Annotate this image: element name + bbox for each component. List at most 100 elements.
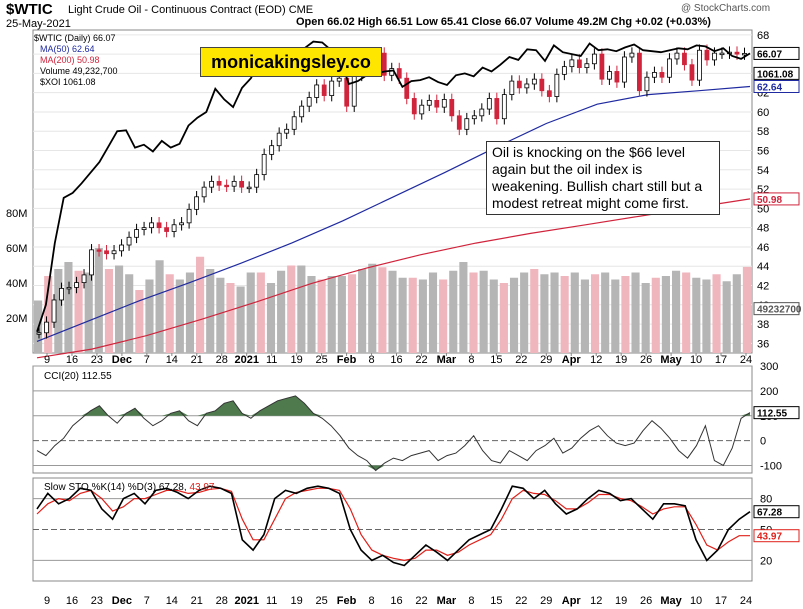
x-axis-label-bottom: Mar: [437, 595, 457, 607]
legend-xoi: $XOI 1061.08: [40, 77, 96, 87]
volume-bar: [358, 269, 367, 353]
x-axis-label-bottom: 17: [715, 595, 727, 607]
candle-body: [276, 132, 282, 147]
x-axis-label: 22: [515, 354, 527, 366]
candle-body: [284, 128, 290, 134]
last-ma200-tag-box: [753, 192, 800, 206]
volume-bar: [347, 274, 357, 353]
candle-body: [479, 108, 485, 117]
candle-body: [494, 98, 500, 120]
candle-body: [321, 84, 327, 96]
volume-bar: [702, 279, 711, 353]
legend-sto-d: 43.97: [189, 482, 215, 493]
volume-bar: [266, 283, 276, 353]
volume-bar: [398, 277, 407, 353]
x-axis-label: 26: [640, 354, 652, 366]
x-axis-label: 19: [615, 354, 627, 366]
x-axis-label: 25: [315, 354, 327, 366]
price-candles: [36, 44, 747, 339]
x-axis-label: 21: [191, 354, 203, 366]
volume-bar: [439, 279, 448, 353]
candle-body: [486, 98, 492, 110]
candle-body: [89, 249, 94, 276]
last-sto-d-tag-box: [753, 529, 800, 543]
candle-body: [149, 222, 154, 229]
candle-body: [659, 72, 665, 78]
price-axis-tick: 56: [757, 146, 769, 158]
last-cci-tag: 112.55: [757, 409, 787, 420]
volume-bar: [155, 260, 164, 353]
cci-axis-tick: 200: [760, 386, 778, 398]
volume-bar: [287, 265, 296, 353]
x-axis-label: 23: [91, 354, 103, 366]
x-axis-label-bottom: 2021: [234, 595, 258, 607]
candle-body: [314, 84, 320, 98]
candle-body: [119, 244, 124, 252]
x-axis-label-bottom: 24: [740, 595, 752, 607]
candle-body: [201, 186, 207, 198]
volume-bar: [682, 272, 691, 353]
candle-body: [389, 68, 395, 76]
brand-label: monicakingsley.co: [200, 47, 382, 77]
x-axis-label-bottom: 12: [590, 595, 602, 607]
x-axis-label: 28: [216, 354, 228, 366]
x-axis-label: 29: [540, 354, 552, 366]
candle-body: [231, 180, 237, 187]
candle-body: [306, 97, 312, 107]
price-axis-tick: 50: [757, 203, 769, 215]
x-axis-label: 17: [715, 354, 727, 366]
x-axis-label: 11: [266, 354, 277, 366]
volume-axis-tick: 20M: [6, 313, 27, 325]
volume-bar: [540, 274, 549, 353]
volume-bar: [520, 272, 529, 353]
candle-body: [449, 99, 455, 117]
last-price-tag: 66.07: [757, 49, 782, 60]
cci-axis-tick: -100: [760, 461, 782, 473]
cci-axis-tick: 0: [760, 436, 766, 448]
volume-bar: [277, 270, 286, 353]
candle-body: [246, 186, 252, 190]
ohlc-summary: Open 66.02 High 66.51 Low 65.41 Close 66…: [296, 16, 711, 28]
candle-body: [396, 68, 402, 79]
candle-body: [697, 49, 702, 81]
candle-body: [404, 77, 410, 99]
candle-body: [622, 56, 627, 83]
x-axis-label-bottom: 9: [44, 595, 50, 607]
candle-body: [704, 49, 710, 61]
volume-bar: [378, 267, 387, 353]
x-axis-label: 19: [291, 354, 303, 366]
volume-bar: [489, 279, 498, 353]
last-xoi-tag-box: [753, 66, 800, 80]
candle-body: [576, 59, 582, 69]
candle-body: [667, 58, 672, 78]
price-axis-tick: 48: [757, 223, 769, 235]
candle-body: [682, 52, 687, 66]
volume-bars: [34, 248, 751, 353]
cci-axis-tick: 300: [760, 361, 778, 373]
candle-body: [689, 64, 695, 81]
chart-symbol: $WTIC: [6, 1, 53, 18]
candle-body: [531, 78, 537, 85]
x-axis-label: 10: [690, 354, 702, 366]
candle-body: [194, 196, 200, 210]
x-axis-label-bottom: 15: [490, 595, 502, 607]
volume-bar: [145, 279, 154, 353]
volume-bar: [104, 269, 114, 353]
volume-bar: [590, 274, 600, 353]
candle-body: [351, 74, 357, 107]
x-axis-label-bottom: 25: [315, 595, 327, 607]
panel-frame-1: [32, 365, 753, 474]
last-ma50-tag: 62.64: [757, 83, 782, 94]
x-axis-label-bottom: 7: [144, 595, 150, 607]
x-axis-label-bottom: 22: [415, 595, 427, 607]
x-axis-label: 16: [390, 354, 402, 366]
volume-bar: [64, 262, 73, 353]
volume-bar: [509, 277, 519, 353]
price-axis-tick: 58: [757, 126, 769, 138]
volume-axis-tick: 40M: [6, 278, 27, 290]
candle-body: [652, 72, 657, 78]
volume-bar: [418, 279, 427, 353]
price-axis-tick: 54: [757, 165, 769, 177]
x-axis-label: Mar: [437, 354, 457, 366]
candle-body: [36, 332, 42, 335]
